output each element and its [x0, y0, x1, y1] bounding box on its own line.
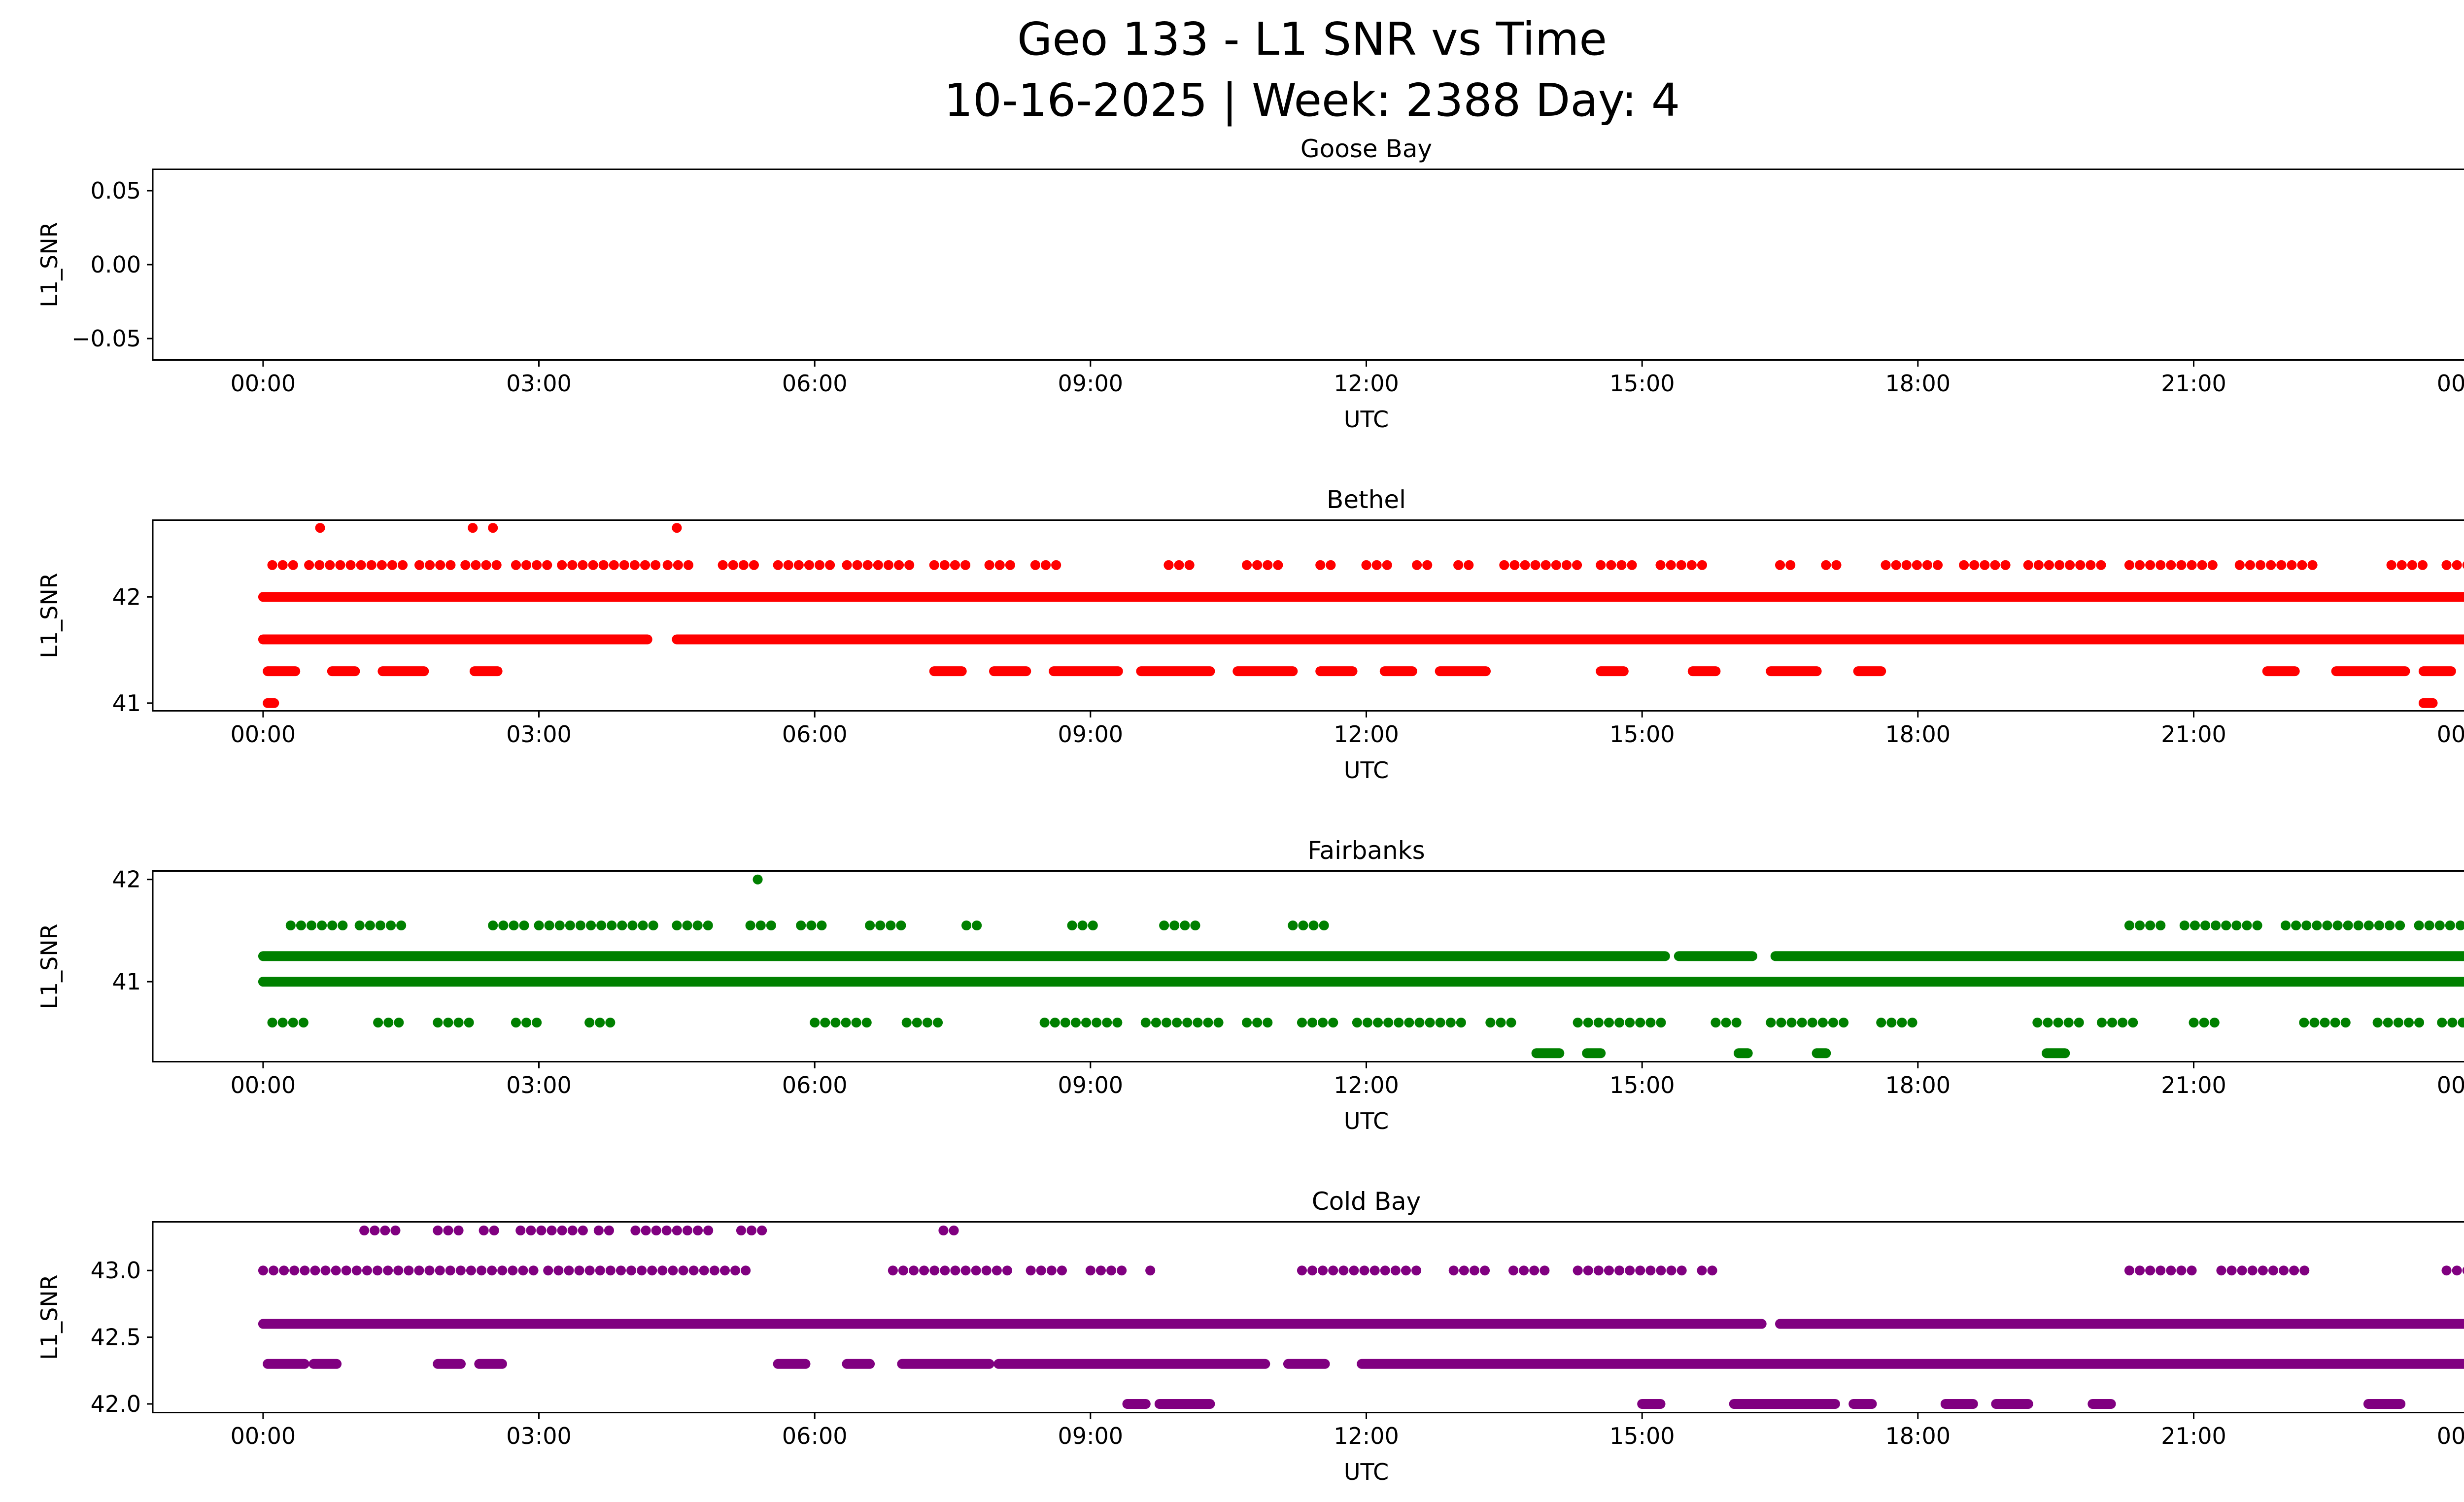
x-axis-label-cold-bay: UTC — [1343, 1459, 1389, 1485]
svg-text:21:00: 21:00 — [2161, 1072, 2226, 1098]
svg-text:12:00: 12:00 — [1334, 721, 1399, 748]
svg-text:−0.05: −0.05 — [71, 325, 141, 352]
fairbanks-plot: 00:00 03:00 06:00 09:00 12:00 15:00 18:00 21:00… — [112, 870, 2464, 1098]
subplot-title-fairbanks: Fairbanks — [1307, 836, 1425, 865]
svg-text:42.0: 42.0 — [91, 1391, 141, 1417]
svg-text:15:00: 15:00 — [1609, 721, 1675, 748]
svg-text:03:00: 03:00 — [506, 721, 572, 748]
svg-text:18:00: 18:00 — [1885, 721, 1951, 748]
svg-text:18:00: 18:00 — [1885, 1072, 1951, 1098]
x-axis-label-goose-bay: UTC — [1343, 406, 1389, 433]
svg-text:00:00: 00:00 — [2437, 721, 2464, 748]
svg-text:03:00: 03:00 — [506, 370, 572, 397]
goose-bay-plot: 00:00 03:00 06:00 09:00 12:00 15:00 18:00 21:00… — [71, 169, 2464, 397]
svg-text:09:00: 09:00 — [1058, 370, 1124, 397]
svg-text:15:00: 15:00 — [1609, 1072, 1675, 1098]
svg-text:18:00: 18:00 — [1885, 1423, 1951, 1449]
svg-text:06:00: 06:00 — [782, 721, 848, 748]
svg-text:00:00: 00:00 — [231, 370, 296, 397]
svg-text:06:00: 06:00 — [782, 1423, 848, 1449]
subplot-title-cold-bay: Cold Bay — [1311, 1187, 1421, 1216]
svg-text:0.05: 0.05 — [91, 177, 141, 204]
svg-text:00:00: 00:00 — [231, 1423, 296, 1449]
svg-text:41: 41 — [112, 690, 141, 717]
svg-text:03:00: 03:00 — [506, 1423, 572, 1449]
svg-text:09:00: 09:00 — [1058, 721, 1124, 748]
svg-text:00:00: 00:00 — [231, 721, 296, 748]
svg-text:00:00: 00:00 — [231, 1072, 296, 1098]
svg-text:0.00: 0.00 — [91, 251, 141, 278]
svg-text:09:00: 09:00 — [1058, 1072, 1124, 1098]
svg-text:15:00: 15:00 — [1609, 370, 1675, 397]
subplot-title-bethel: Bethel — [1326, 485, 1406, 514]
svg-text:18:00: 18:00 — [1885, 370, 1951, 397]
svg-text:12:00: 12:00 — [1334, 1423, 1399, 1449]
svg-text:03:00: 03:00 — [506, 1072, 572, 1098]
svg-text:43.0: 43.0 — [91, 1257, 141, 1284]
svg-text:00:00: 00:00 — [2437, 370, 2464, 397]
svg-text:42: 42 — [112, 583, 141, 610]
svg-text:00:00: 00:00 — [2437, 1423, 2464, 1449]
subplot-fairbanks: Fairbanks L1_SNR 00:00 03:00 06:00 09:00 12:… — [0, 836, 2464, 1151]
figure-title-line-2: 10-16-2025 | Week: 2388 Day: 4 — [944, 74, 1680, 127]
svg-text:09:00: 09:00 — [1058, 1423, 1124, 1449]
bethel-plot: 00:00 03:00 06:00 09:00 12:00 15:00 18:00 21:00… — [112, 519, 2464, 748]
cold-bay-plot: 00:00 03:00 06:00 09:00 12:00 15:00 18:00 21:00… — [91, 1221, 2464, 1449]
svg-text:21:00: 21:00 — [2161, 370, 2226, 397]
subplot-cold-bay: Cold Bay L1_SNR 00:00 03:00 06:00 09:00 12:0… — [0, 1187, 2464, 1502]
figure-title-line-1: Geo 133 - L1 SNR vs Time — [1017, 13, 1607, 66]
svg-text:12:00: 12:00 — [1334, 1072, 1399, 1098]
svg-text:00:00: 00:00 — [2437, 1072, 2464, 1098]
x-axis-label-fairbanks: UTC — [1343, 1108, 1389, 1134]
x-axis-label-bethel: UTC — [1343, 757, 1389, 784]
svg-text:06:00: 06:00 — [782, 370, 848, 397]
svg-text:06:00: 06:00 — [782, 1072, 848, 1098]
svg-text:21:00: 21:00 — [2161, 1423, 2226, 1449]
subplot-title-goose-bay: Goose Bay — [1300, 135, 1433, 163]
svg-text:41: 41 — [112, 968, 141, 995]
svg-text:21:00: 21:00 — [2161, 721, 2226, 748]
subplot-goose-bay: Goose Bay L1_SNR 00:00 03:00 06:00 09:00 12:… — [0, 134, 2464, 449]
svg-text:42: 42 — [112, 870, 141, 893]
subplot-bethel: Bethel L1_SNR 00:00 03:00 06:00 09:00 12:00 1… — [0, 485, 2464, 800]
svg-text:12:00: 12:00 — [1334, 370, 1399, 397]
figure-title: Geo 133 - L1 SNR vs Time 10-16-2025 | We… — [0, 9, 2464, 131]
svg-text:42.5: 42.5 — [91, 1324, 141, 1351]
svg-text:15:00: 15:00 — [1609, 1423, 1675, 1449]
